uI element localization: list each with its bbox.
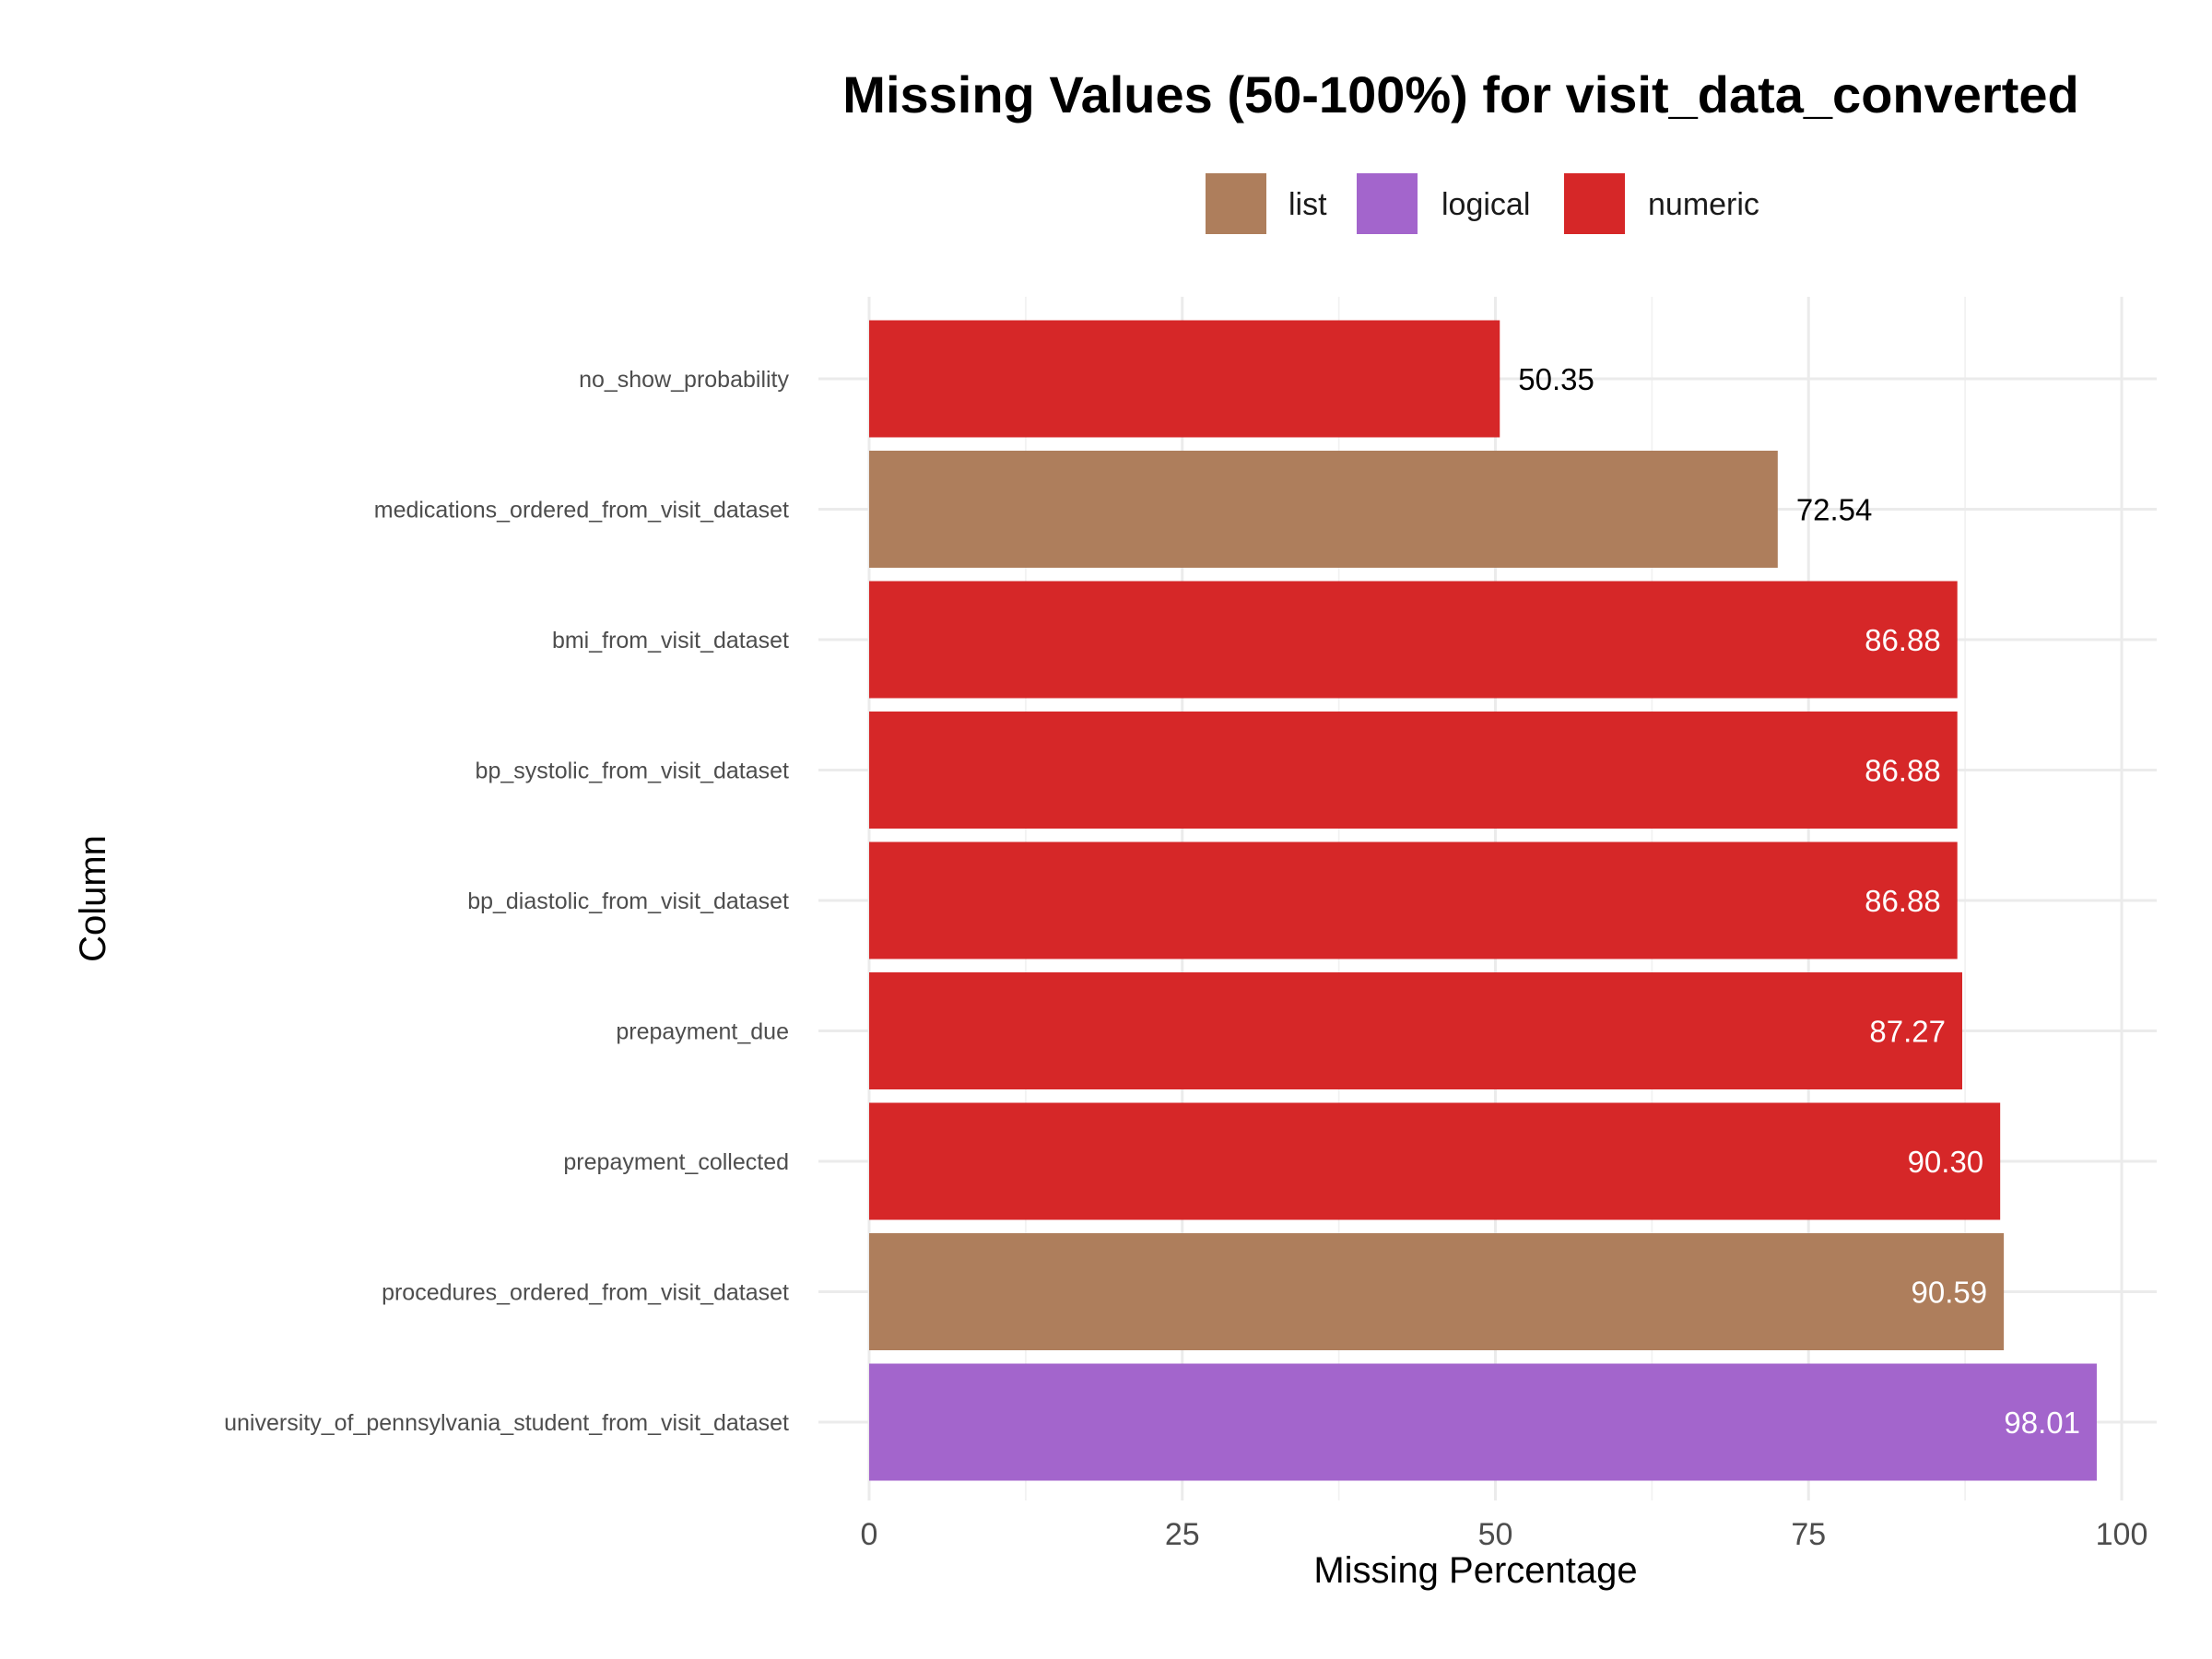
- legend-key-numeric: [1564, 173, 1625, 234]
- y-tick-label: bmi_from_visit_dataset: [552, 628, 789, 653]
- legend-key-logical: [1357, 173, 1418, 234]
- y-tick-label: bp_diastolic_from_visit_dataset: [467, 888, 789, 914]
- y-tick-label: bp_systolic_from_visit_dataset: [476, 759, 789, 784]
- y-axis-tick-labels: no_show_probability medications_ordered_f…: [224, 367, 789, 1436]
- y-tick-label: university_of_pennsylvania_student_from_…: [224, 1410, 789, 1436]
- value-label: 87.27: [1869, 1015, 1946, 1049]
- value-label: 72.54: [1796, 493, 1873, 527]
- x-tick-label: 50: [1478, 1517, 1513, 1552]
- bars: [869, 320, 2097, 1481]
- legend: list logical numeric: [1206, 173, 1759, 234]
- x-axis-tick-labels: 0 25 50 75 100: [861, 1517, 2148, 1552]
- chart-title: Missing Values (50-100%) for visit_data_…: [842, 65, 2078, 124]
- x-tick-label: 0: [861, 1517, 878, 1552]
- bar-medications-ordered-from-visit-dataset: [869, 451, 1778, 568]
- bar-university-of-pennsylvania-student-from-visit-dataset: [869, 1363, 2097, 1481]
- y-tick-label: prepayment_due: [616, 1019, 789, 1045]
- x-tick-label: 75: [1791, 1517, 1826, 1552]
- value-label: 86.88: [1865, 623, 1941, 657]
- y-tick-label: procedures_ordered_from_visit_dataset: [382, 1280, 789, 1306]
- y-axis-title: Column: [73, 835, 113, 962]
- x-tick-label: 25: [1165, 1517, 1200, 1552]
- y-tick-label: medications_ordered_from_visit_dataset: [374, 498, 789, 524]
- legend-label-list: list: [1288, 187, 1327, 222]
- bar-bmi-from-visit-dataset: [869, 581, 1958, 699]
- y-tick-label: prepayment_collected: [563, 1149, 789, 1175]
- bar-prepayment-collected: [869, 1102, 2001, 1220]
- legend-label-numeric: numeric: [1648, 187, 1759, 222]
- value-label: 98.01: [2004, 1406, 2080, 1440]
- x-axis-title: Missing Percentage: [1313, 1550, 1637, 1591]
- value-label: 86.88: [1865, 884, 1941, 918]
- value-labels: 50.35 72.54 86.88 86.88 86.88 87.27 90.30 90.59…: [1518, 362, 2080, 1440]
- value-label: 86.88: [1865, 754, 1941, 788]
- bar-bp-diastolic-from-visit-dataset: [869, 841, 1958, 959]
- bar-prepayment-due: [869, 972, 1962, 1089]
- value-label: 50.35: [1518, 362, 1594, 396]
- legend-key-list: [1206, 173, 1266, 234]
- value-label: 90.59: [1912, 1276, 1988, 1310]
- bar-procedures-ordered-from-visit-dataset: [869, 1233, 2005, 1350]
- x-tick-label: 100: [2096, 1517, 2148, 1552]
- value-label: 90.30: [1908, 1145, 1984, 1179]
- legend-label-logical: logical: [1441, 187, 1530, 222]
- bar-no-show-probability: [869, 320, 1500, 438]
- bar-bp-systolic-from-visit-dataset: [869, 712, 1958, 829]
- y-tick-label: no_show_probability: [579, 367, 789, 393]
